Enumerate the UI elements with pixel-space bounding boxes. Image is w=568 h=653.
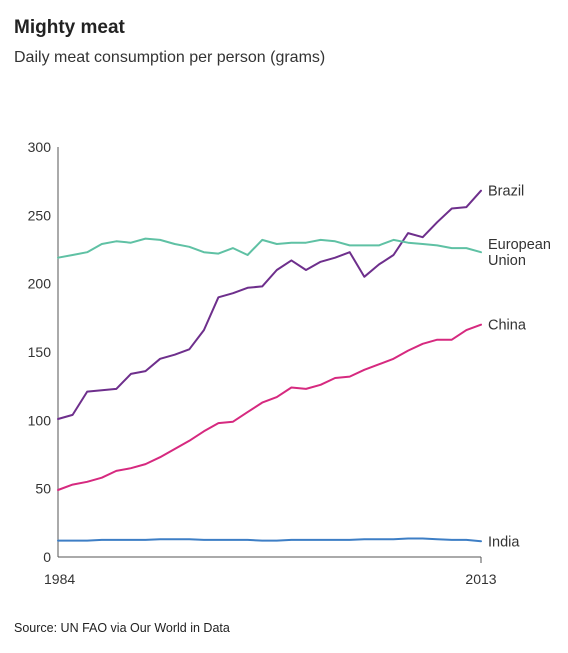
chart-subtitle: Daily meat consumption per person (grams… (14, 49, 326, 66)
y-tick-label: 200 (28, 276, 52, 292)
y-axis-tick-labels: 0 50 100 150 200 250 300 (28, 139, 52, 565)
x-tick-label: 1984 (44, 571, 75, 587)
y-tick-label: 150 (28, 344, 52, 360)
axes (57, 147, 482, 563)
x-axis-tick-labels: 1984 2013 (44, 571, 497, 587)
y-tick-label: 300 (28, 139, 52, 155)
source-note: Source: UN FAO via Our World in Data (14, 621, 230, 635)
series-line-european-union (57, 237, 482, 259)
y-tick-label: 0 (43, 549, 51, 565)
series-line-china (57, 323, 482, 491)
series-label: China (488, 318, 527, 334)
chart-title: Mighty meat (14, 17, 125, 38)
series-line-india (57, 537, 482, 543)
series-label: European Union (488, 237, 551, 269)
y-tick-label: 250 (28, 207, 52, 223)
series-line-brazil (57, 189, 482, 420)
series-lines (57, 189, 482, 543)
series-label: Brazil (488, 184, 524, 200)
x-tick-label: 2013 (465, 571, 496, 587)
series-labels: Brazil European Union China India (488, 184, 551, 551)
y-tick-label: 50 (35, 481, 51, 497)
series-label: India (488, 534, 520, 550)
y-tick-label: 100 (28, 412, 52, 428)
